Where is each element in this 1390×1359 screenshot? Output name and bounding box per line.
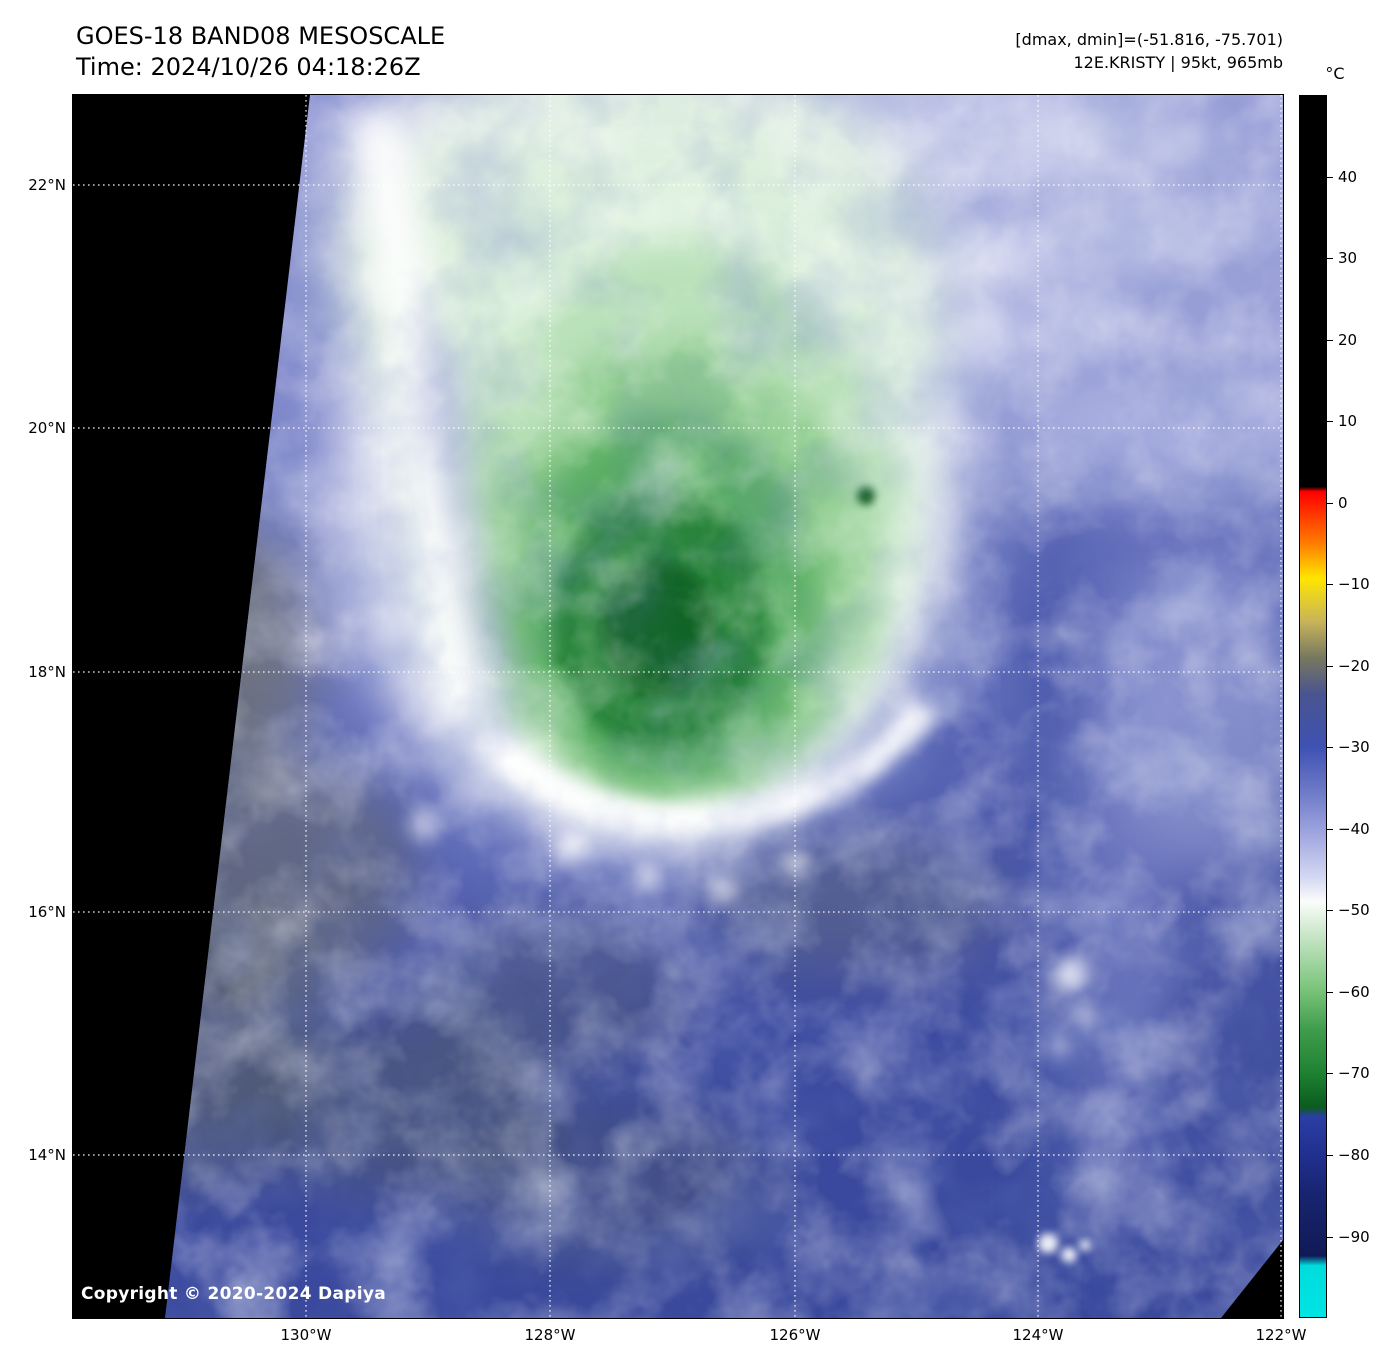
- colorbar-tick: [1327, 747, 1333, 748]
- colorbar-tick-label: −50: [1338, 901, 1370, 919]
- lat-label-18n: 18°N: [28, 663, 66, 681]
- colorbar-tick: [1327, 1073, 1333, 1074]
- colorbar-tick-label: 0: [1338, 494, 1348, 512]
- gridlines: [73, 95, 1283, 1318]
- colorbar-tick-label: 20: [1338, 331, 1358, 349]
- colorbar-tick-label: −60: [1338, 983, 1370, 1001]
- colorbar-tick-label: −40: [1338, 820, 1370, 838]
- copyright-text: Copyright © 2020-2024 Dapiya: [81, 1284, 386, 1304]
- colorbar-tick-label: −70: [1338, 1064, 1370, 1082]
- lat-label-14n: 14°N: [28, 1146, 66, 1164]
- storm-annotation: 12E.KRISTY | 95kt, 965mb: [1073, 53, 1284, 72]
- colorbar-tick-label: 40: [1338, 168, 1358, 186]
- colorbar-tick-label: −90: [1338, 1228, 1370, 1246]
- lon-label-124w: 124°W: [1012, 1326, 1064, 1344]
- colorbar-tick: [1327, 340, 1333, 341]
- colorbar-tick-label: −80: [1338, 1146, 1370, 1164]
- colorbar-tick: [1327, 177, 1333, 178]
- colorbar-tick: [1327, 910, 1333, 911]
- lon-label-126w: 126°W: [769, 1326, 821, 1344]
- no-data-corner: [1221, 1240, 1283, 1318]
- colorbar-tick: [1327, 829, 1333, 830]
- colorbar-tick-label: −20: [1338, 657, 1370, 675]
- lat-label-16n: 16°N: [28, 903, 66, 921]
- lon-label-122w: 122°W: [1255, 1326, 1307, 1344]
- satellite-map-panel: Copyright © 2020-2024 Dapiya: [72, 94, 1284, 1319]
- lat-label-22n: 22°N: [28, 176, 66, 194]
- colorbar-tick: [1327, 503, 1333, 504]
- dmax-dmin-annotation: [dmax, dmin]=(-51.816, -75.701): [1015, 30, 1283, 49]
- colorbar-tick: [1327, 666, 1333, 667]
- colorbar: [1299, 95, 1327, 1318]
- colorbar-tick: [1327, 421, 1333, 422]
- scan-data-region: [165, 95, 1283, 1318]
- lon-label-130w: 130°W: [280, 1326, 332, 1344]
- colorbar-tick-label: −30: [1338, 738, 1370, 756]
- colorbar-tick: [1327, 1237, 1333, 1238]
- page-title: GOES-18 BAND08 MESOSCALE: [76, 22, 446, 50]
- timestamp: Time: 2024/10/26 04:18:26Z: [76, 53, 421, 81]
- colorbar-tick: [1327, 584, 1333, 585]
- lon-label-128w: 128°W: [524, 1326, 576, 1344]
- colorbar-tick: [1327, 258, 1333, 259]
- colorbar-tick: [1327, 992, 1333, 993]
- colorbar-tick-label: 10: [1338, 412, 1358, 430]
- colorbar-tick: [1327, 1155, 1333, 1156]
- colorbar-unit-label: °C: [1325, 64, 1345, 83]
- lat-label-20n: 20°N: [28, 419, 66, 437]
- colorbar-tick-label: −10: [1338, 575, 1370, 593]
- satellite-image: [73, 95, 1283, 1318]
- colorbar-tick-label: 30: [1338, 249, 1358, 267]
